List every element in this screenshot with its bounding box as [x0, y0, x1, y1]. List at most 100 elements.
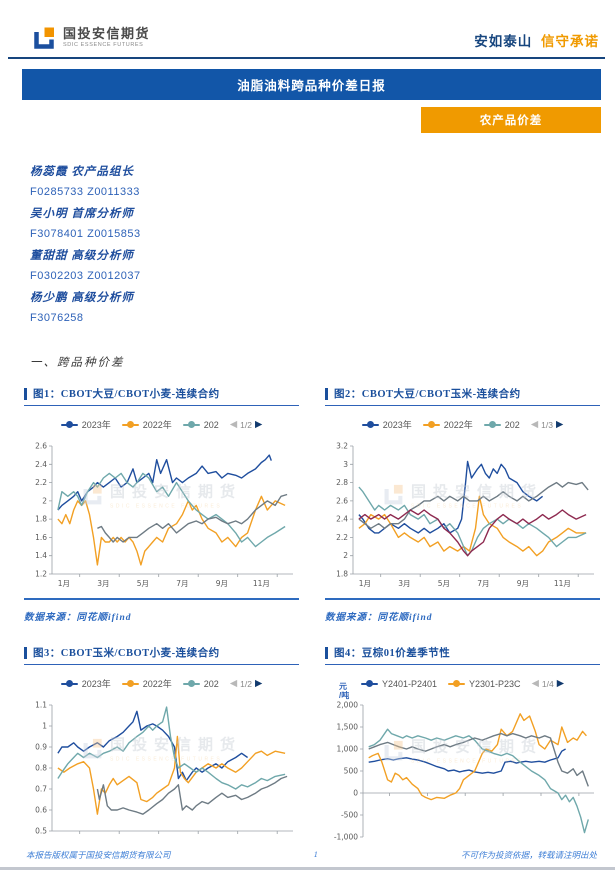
legend-page-indicator: 1/2: [240, 419, 252, 430]
y-tick-label: 1.6: [35, 533, 47, 542]
x-tick-label: 9月: [517, 579, 529, 588]
y-tick-label: 1,500: [337, 723, 359, 732]
x-tick-label: 3月: [97, 579, 109, 588]
series-line-202: [57, 472, 286, 548]
legend-marker-icon: [121, 421, 139, 428]
chart-card-1: 图1：CBOT大豆/CBOT小麦-连续合约 2023年 2022年 202 ◀ 1/2 ▶…: [24, 386, 299, 623]
legend-item[interactable]: 2023年: [60, 418, 111, 431]
legend-marker-icon: [60, 421, 78, 428]
series-line-202: [57, 706, 286, 790]
legend-marker-icon: [422, 421, 440, 428]
y-tick-label: 2.2: [35, 478, 47, 487]
legend-item[interactable]: 2022年: [422, 418, 473, 431]
series-line-2022年: [57, 735, 286, 815]
legend-label: 2023年: [81, 420, 111, 430]
legend-page-indicator: 1/3: [541, 419, 553, 430]
y-tick-label: 2.6: [35, 442, 47, 451]
legend-next-icon[interactable]: ▶: [254, 419, 263, 430]
chart-plot: 1.8 2 2.2 2.4 2.6 2.8 3 3.2 1月 3月 5月 7月 9月 11月 国投安信期货…: [325, 438, 600, 596]
legend-pager: ◀ 1/3 ▶: [531, 419, 563, 430]
y-tick-label: 1.4: [35, 551, 47, 560]
series-line-unlabeled: [368, 728, 589, 834]
footer-page-number: 1: [313, 849, 318, 859]
legend-marker-icon: [121, 680, 139, 687]
y-tick-label: 2.2: [336, 533, 348, 542]
legend-pager: ◀ 1/2 ▶: [230, 419, 262, 430]
analyst-name-title: 杨蕊霞 农产品组长: [30, 166, 134, 178]
report-title-bar: 油脂油料跨品种价差日报: [22, 69, 601, 100]
brand-subtitle: SDIC ESSENCE FUTURES: [63, 42, 144, 49]
title-accent-bar-icon: [325, 646, 328, 659]
legend-item[interactable]: 202: [182, 419, 219, 430]
chart-axes: [360, 704, 594, 838]
legend-next-icon[interactable]: ▶: [254, 678, 263, 689]
y-tick-label: 0.5: [35, 827, 47, 836]
legend-label: 202: [203, 419, 219, 430]
legend-item[interactable]: 2023年: [60, 677, 111, 690]
legend-next-icon[interactable]: ▶: [556, 678, 565, 689]
chart-header: 图3：CBOT玉米/CBOT小麦-连续合约: [24, 645, 299, 665]
legend-marker-icon: [60, 680, 78, 687]
legend-item[interactable]: 202: [182, 678, 219, 689]
page-footer: 本报告版权属于国投安信期货有限公司 1 不可作为投资依据，转载请注明出处: [26, 849, 597, 861]
series-line-unlabeled: [96, 775, 288, 815]
chart-header: 图4：豆棕01价差季节性: [325, 645, 600, 665]
y-tick-label: -500: [341, 811, 358, 820]
chart-grid: 图1：CBOT大豆/CBOT小麦-连续合约 2023年 2022年 202 ◀ 1/2 ▶…: [24, 386, 615, 845]
slogan-part1: 安如泰山: [474, 34, 533, 49]
legend-marker-icon: [448, 680, 466, 687]
title-accent-bar-icon: [325, 387, 328, 400]
series-line-2022年: [57, 495, 286, 566]
legend-item[interactable]: Y2401-P2401: [360, 679, 437, 689]
y-tick-label: 500: [344, 767, 359, 776]
series-line-unlabeled: [97, 493, 288, 543]
legend-prev-icon[interactable]: ◀: [530, 419, 539, 430]
x-tick-label: 1月: [359, 579, 371, 588]
line-chart: 1.8 2 2.2 2.4 2.6 2.8 3 3.2 1月 3月 5月 7月 9月 11月: [336, 442, 594, 588]
chart-legend: Y2401-P2401 Y2301-P23C ◀ 1/4 ▶: [325, 676, 600, 691]
section-title: 一、跨品种价差: [30, 357, 125, 369]
legend-next-icon[interactable]: ▶: [555, 419, 564, 430]
chart-legend: 2023年 2022年 202 ◀ 1/2 ▶: [24, 676, 299, 691]
series-line-Y2301-P23C: [368, 713, 587, 801]
legend-prev-icon[interactable]: ◀: [229, 419, 238, 430]
data-source: 数据来源：同花顺ifind: [24, 613, 132, 623]
x-tick-label: 7月: [176, 579, 188, 588]
y-tick-label: 0.7: [35, 785, 47, 794]
y-tick-label: 1.8: [336, 570, 348, 579]
series-line-unlabeled: [358, 509, 587, 557]
legend-prev-icon[interactable]: ◀: [531, 678, 539, 689]
line-chart: 0.5 0.6 0.7 0.8 0.9 1 1.1: [35, 701, 293, 836]
legend-label: 2022年: [142, 420, 172, 430]
x-tick-label: 1月: [58, 579, 70, 588]
legend-label: 202: [203, 678, 219, 689]
y-tick-label: 1.1: [35, 701, 47, 710]
series-line-202: [358, 486, 587, 557]
legend-pager: ◀ 1/4 ▶: [532, 678, 564, 689]
y-tick-label: 1.2: [35, 570, 47, 579]
series-line-Y2401-P2401: [368, 748, 566, 774]
legend-page-indicator: 1/4: [541, 678, 554, 689]
y-tick-label: 2.8: [336, 478, 348, 487]
category-badge: 农产品价差: [421, 107, 601, 133]
legend-item[interactable]: 2023年: [361, 418, 412, 431]
chart-bottom-rule: [325, 598, 600, 600]
chart-axes: [350, 445, 594, 577]
legend-prev-icon[interactable]: ◀: [229, 678, 238, 689]
y-tick-label: 3: [343, 460, 348, 469]
legend-item[interactable]: 2022年: [121, 418, 172, 431]
y-tick-label: 3.2: [336, 442, 348, 451]
series-line-unlabeled: [358, 481, 589, 530]
chart-title: 图1：CBOT大豆/CBOT小麦-连续合约: [33, 389, 220, 400]
y-tick-label: 1,000: [337, 745, 359, 754]
legend-item[interactable]: 2022年: [121, 677, 172, 690]
legend-item[interactable]: Y2301-P23C: [448, 679, 521, 689]
x-tick-label: 3月: [398, 579, 410, 588]
analyst-name-title: 董甜甜 高级分析师: [30, 250, 134, 262]
page-header: 国投安信期货 SDIC ESSENCE FUTURES 安如泰山 信守承诺: [8, 0, 605, 59]
line-chart: -1,000 -500 0 500 1,000 1,500 2,000: [334, 701, 594, 842]
data-source: 数据来源：同花顺ifind: [325, 613, 433, 623]
analyst-cert-codes: F3078401 Z0015853: [30, 228, 141, 240]
legend-item[interactable]: 202: [483, 420, 520, 430]
y-tick-label: 0.9: [35, 743, 47, 752]
